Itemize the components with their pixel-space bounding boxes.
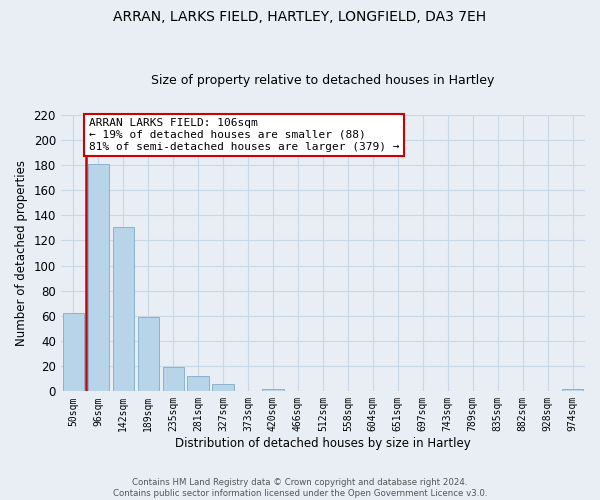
Bar: [88, 164, 109, 392]
Bar: [212, 384, 233, 392]
Y-axis label: Number of detached properties: Number of detached properties: [15, 160, 28, 346]
Bar: [113, 226, 134, 392]
Text: Contains HM Land Registry data © Crown copyright and database right 2024.
Contai: Contains HM Land Registry data © Crown c…: [113, 478, 487, 498]
Text: ARRAN, LARKS FIELD, HARTLEY, LONGFIELD, DA3 7EH: ARRAN, LARKS FIELD, HARTLEY, LONGFIELD, …: [113, 10, 487, 24]
Title: Size of property relative to detached houses in Hartley: Size of property relative to detached ho…: [151, 74, 494, 87]
Bar: [163, 368, 184, 392]
X-axis label: Distribution of detached houses by size in Hartley: Distribution of detached houses by size …: [175, 437, 471, 450]
Bar: [187, 376, 209, 392]
Bar: [62, 314, 84, 392]
Text: ARRAN LARKS FIELD: 106sqm
← 19% of detached houses are smaller (88)
81% of semi-: ARRAN LARKS FIELD: 106sqm ← 19% of detac…: [89, 118, 399, 152]
Bar: [137, 317, 159, 392]
Bar: [562, 389, 583, 392]
Bar: [262, 389, 284, 392]
